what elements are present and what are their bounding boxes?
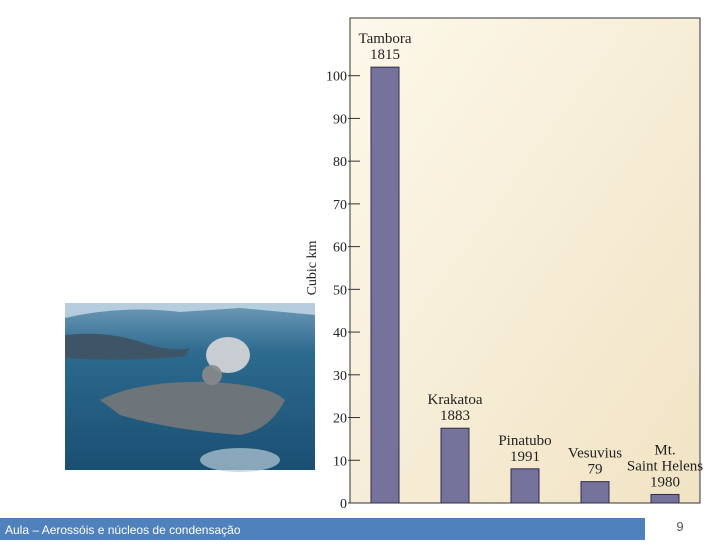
- bar-label: Saint Helens: [627, 458, 703, 474]
- bar-label: Tambora: [358, 31, 411, 47]
- footer-bar: [0, 518, 645, 540]
- y-tick-label: 10: [333, 454, 347, 469]
- bar-label: 1815: [370, 47, 400, 63]
- bar-label: 1980: [650, 474, 680, 490]
- bar: [580, 481, 610, 504]
- y-axis-label: Cubic km: [305, 240, 320, 295]
- photo: [65, 303, 315, 472]
- bar: [440, 427, 470, 504]
- bar-label: Vesuvius: [568, 446, 622, 462]
- y-tick-label: 80: [333, 155, 347, 170]
- y-tick-label: 70: [333, 198, 347, 213]
- y-tick-label: 30: [333, 369, 347, 384]
- y-tick-label: 100: [326, 70, 347, 85]
- y-tick-label: 50: [333, 283, 347, 298]
- bar-label: Krakatoa: [428, 392, 483, 408]
- bar-label: 79: [588, 462, 603, 478]
- bar-label: Mt.: [654, 442, 675, 458]
- bar: [510, 468, 540, 504]
- bar: [650, 493, 680, 504]
- y-tick-label: 40: [333, 326, 347, 341]
- bar-label: 1883: [440, 408, 470, 424]
- y-tick-label: 20: [333, 412, 347, 427]
- y-tick-label: 90: [333, 112, 347, 127]
- y-tick-label: 60: [333, 241, 347, 256]
- y-tick-label: 0: [340, 497, 347, 512]
- page-number: 9: [676, 519, 683, 534]
- bar-label: Pinatubo: [498, 433, 551, 449]
- bar: [370, 66, 400, 504]
- plot-area: [349, 17, 701, 504]
- footer-text: Aula – Aerossóis e núcleos de condensaçã…: [5, 523, 241, 537]
- bar-label: 1991: [510, 449, 540, 465]
